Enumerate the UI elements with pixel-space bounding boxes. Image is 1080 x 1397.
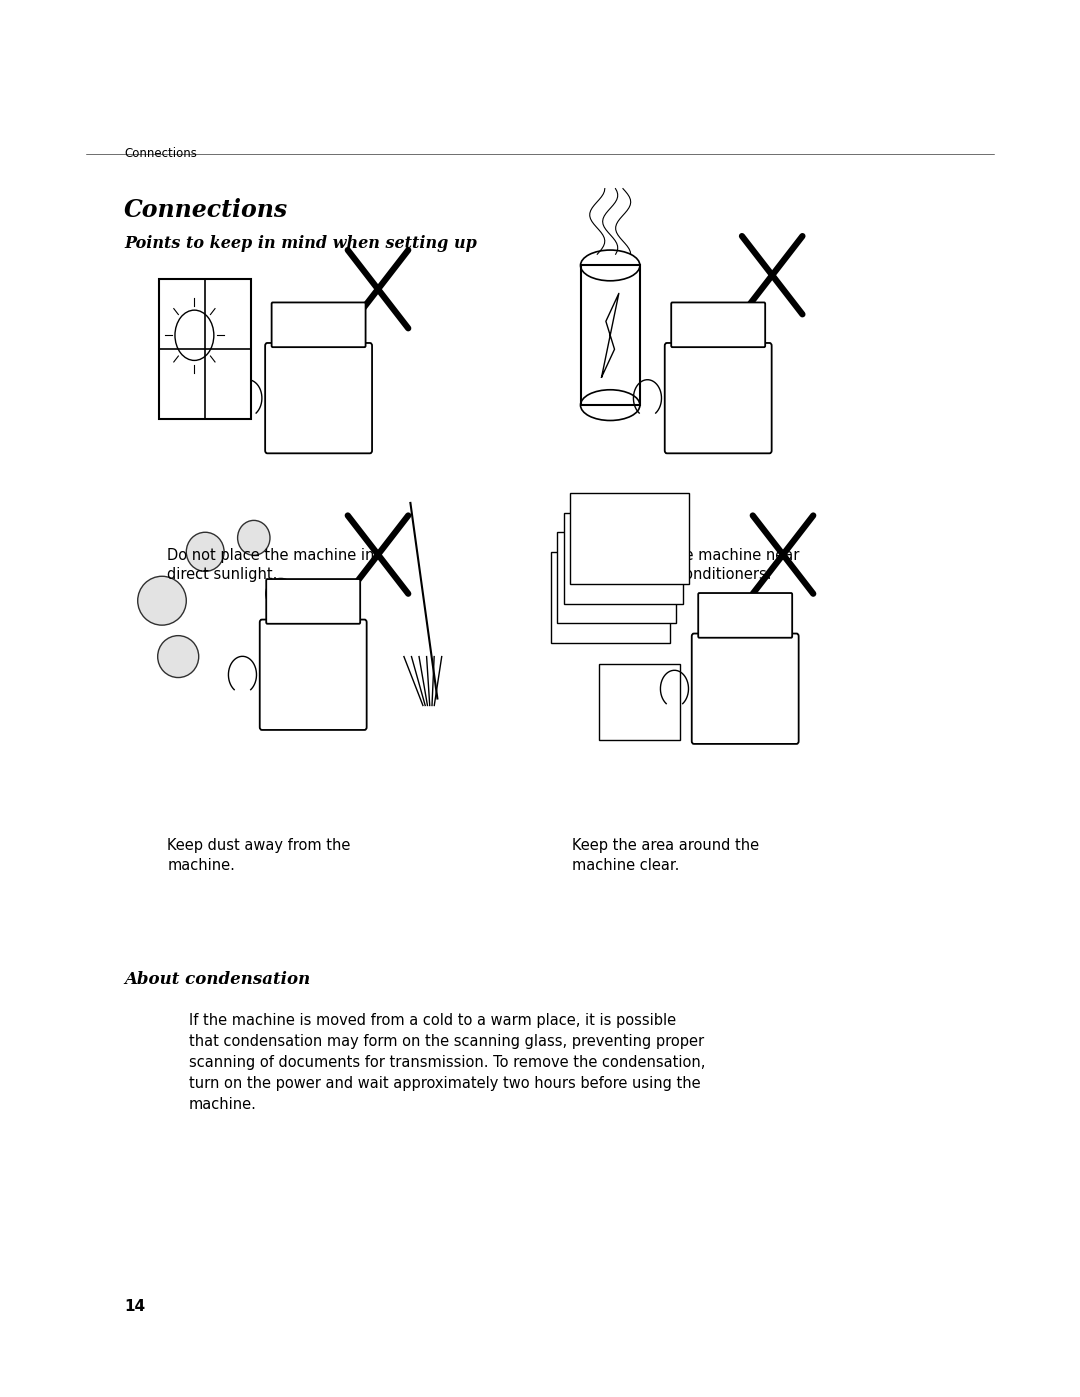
FancyBboxPatch shape <box>665 344 772 453</box>
Ellipse shape <box>186 532 225 571</box>
Bar <box>570 493 689 584</box>
Bar <box>551 552 670 643</box>
Ellipse shape <box>158 636 199 678</box>
Text: 14: 14 <box>124 1299 146 1315</box>
Text: Keep dust away from the
machine.: Keep dust away from the machine. <box>167 838 351 873</box>
FancyBboxPatch shape <box>267 580 361 623</box>
Ellipse shape <box>266 578 296 609</box>
Bar <box>160 279 251 419</box>
FancyBboxPatch shape <box>698 592 792 637</box>
Text: Connections: Connections <box>124 147 197 159</box>
Ellipse shape <box>238 521 270 556</box>
Text: Points to keep in mind when setting up: Points to keep in mind when setting up <box>124 235 477 251</box>
Text: Keep the area around the
machine clear.: Keep the area around the machine clear. <box>572 838 759 873</box>
Bar <box>599 664 680 740</box>
Ellipse shape <box>138 576 187 626</box>
Text: Do not place the machine near
heaters or air conditioners.: Do not place the machine near heaters or… <box>572 548 800 583</box>
FancyBboxPatch shape <box>266 344 373 453</box>
Text: About condensation: About condensation <box>124 971 310 988</box>
Bar <box>564 513 683 604</box>
Bar <box>557 532 676 623</box>
FancyBboxPatch shape <box>260 620 367 729</box>
FancyBboxPatch shape <box>272 303 366 348</box>
Text: Connections: Connections <box>124 198 288 222</box>
Bar <box>581 265 640 405</box>
Text: Do not place the machine in
direct sunlight.: Do not place the machine in direct sunli… <box>167 548 375 583</box>
FancyBboxPatch shape <box>672 303 766 348</box>
FancyBboxPatch shape <box>692 634 799 743</box>
Text: If the machine is moved from a cold to a warm place, it is possible
that condens: If the machine is moved from a cold to a… <box>189 1013 705 1112</box>
